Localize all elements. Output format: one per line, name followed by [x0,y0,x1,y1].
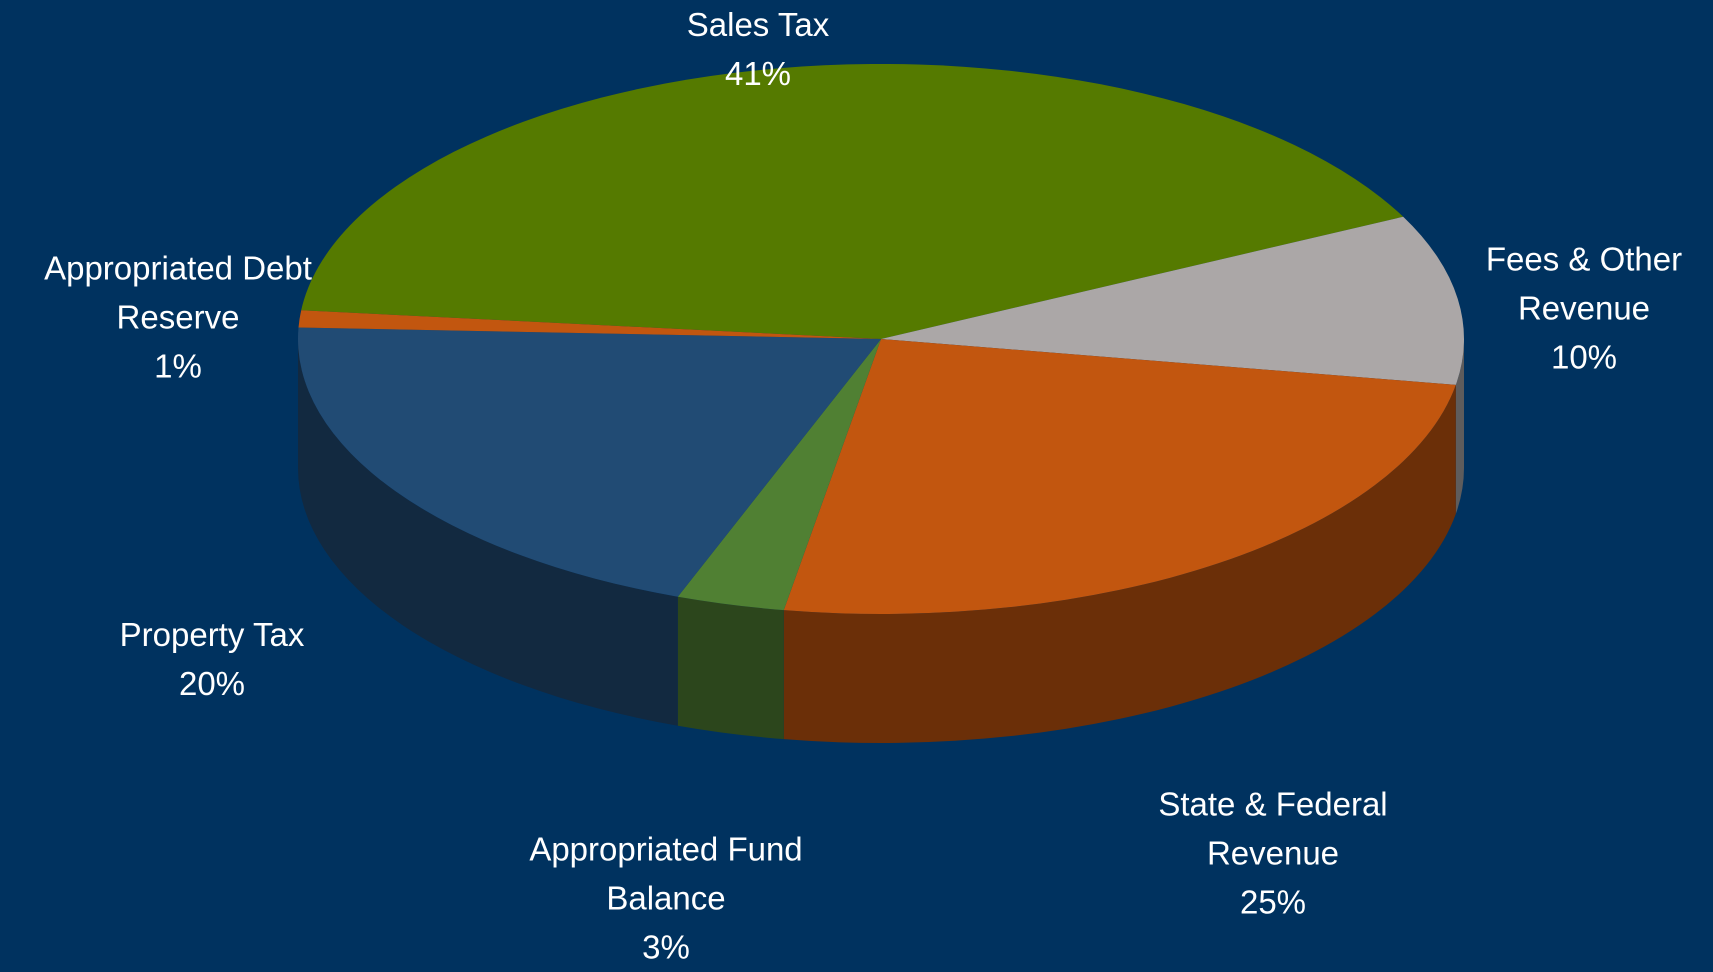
category-label: Appropriated Debt Reserve [44,249,312,336]
value-label: 25% [1239,883,1307,921]
value-label: 10% [1550,338,1618,376]
category-label: Appropriated Fund Balance [529,830,803,917]
pie-slice [881,216,1464,385]
value-label: 3% [642,928,690,966]
pie-slice [677,339,881,611]
pie-side [297,339,678,726]
pie-slice [298,310,882,339]
pie-side [1455,339,1464,514]
slice-label: State & Federal Revenue 25% [1128,780,1418,927]
pie-side [677,596,784,740]
slice-label: Appropriated Fund Balance 3% [496,825,836,972]
pie-side [783,384,1456,743]
slice-label: Fees & Other Revenue 10% [1459,235,1709,382]
category-label: Sales Tax [686,6,830,43]
pie-slice [301,63,1404,339]
value-label: 20% [178,665,246,702]
slice-label: Sales Tax 41% [588,0,928,98]
pie-slice [298,327,881,597]
slice-label: Property Tax 20% [42,610,382,708]
value-label: 1% [154,347,202,385]
category-label: Property Tax [119,616,305,653]
category-label: Fees & Other Revenue [1485,240,1683,327]
slice-label: Appropriated Debt Reserve 1% [8,244,348,391]
pie-slice [783,339,1456,615]
value-label: 41% [724,55,792,92]
category-label: State & Federal Revenue [1158,785,1388,872]
